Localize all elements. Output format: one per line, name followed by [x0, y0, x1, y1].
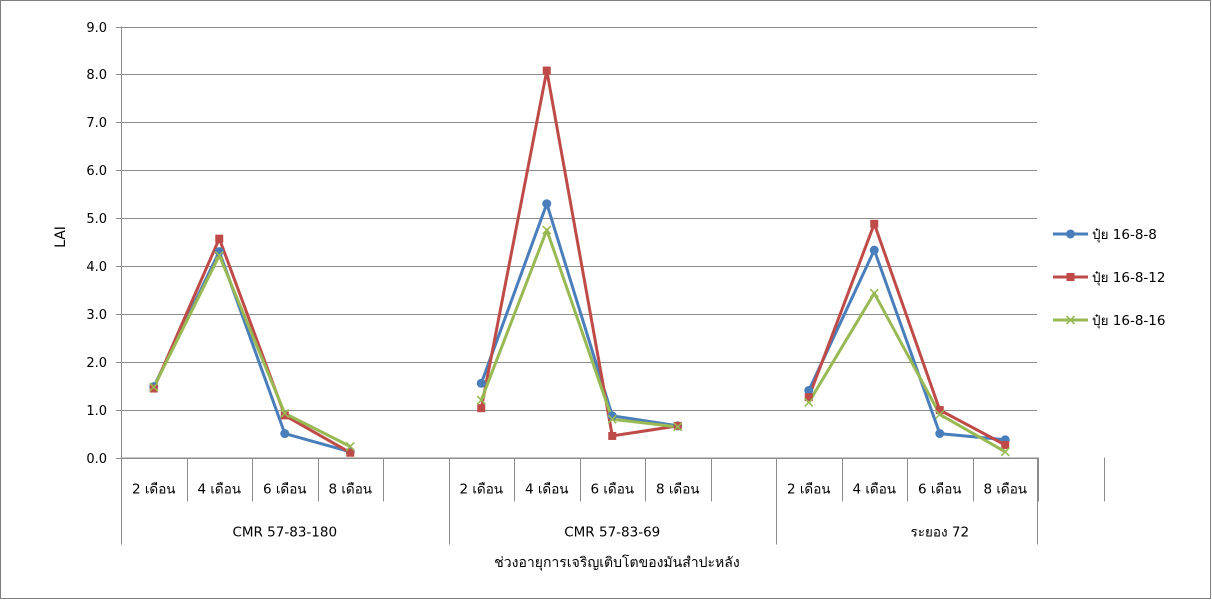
legend-label: ปุ๋ย 16-8-16 [1092, 313, 1165, 329]
data-point-stroke [214, 250, 224, 260]
data-point [346, 448, 355, 457]
data-point-stroke [1065, 315, 1076, 325]
y-tick-label: 6.0 [86, 164, 107, 179]
y-tick-label: 2.0 [86, 356, 107, 371]
series-line [479, 228, 678, 429]
data-point-stroke [1000, 447, 1010, 457]
y-tick-label: 3.0 [86, 308, 107, 323]
category-label: 6 เดือน [918, 482, 962, 498]
y-tick-label: 9.0 [86, 21, 107, 36]
data-point [477, 404, 486, 413]
data-point [1066, 229, 1075, 239]
data-point [542, 66, 551, 75]
category-label: 8 เดือน [656, 482, 700, 498]
data-point [542, 225, 552, 235]
data-point [280, 408, 290, 419]
x-axis-label: ช่วงอายุการเจริญเติบโตของมันสำปะหลัง [494, 554, 739, 571]
category-label: 2 เดือน [787, 482, 831, 498]
data-point [673, 422, 683, 432]
category-label: 4 เดือน [852, 482, 896, 498]
series-line [807, 291, 1007, 454]
y-tick-label: 8.0 [86, 68, 107, 83]
category-label: 2 เดือน [132, 482, 176, 498]
data-point [804, 393, 813, 402]
category-label: 8 เดือน [328, 482, 372, 498]
data-point-stroke [476, 395, 486, 405]
data-point [214, 250, 224, 260]
data-point-stroke [804, 397, 814, 407]
data-point [345, 441, 355, 452]
category-label: 8 เดือน [983, 482, 1027, 498]
series-lines [152, 69, 1007, 455]
group-label: CMR 57-83-69 [564, 525, 660, 541]
series-line [807, 222, 1007, 447]
data-point-stroke [673, 422, 683, 432]
data-point [1001, 441, 1010, 450]
data-point-stroke [542, 225, 552, 235]
series-line [152, 237, 352, 455]
data-point [1065, 315, 1076, 325]
data-point [215, 234, 224, 243]
y-tick-label: 5.0 [86, 212, 107, 227]
data-point [870, 219, 879, 228]
data-point-stroke [935, 409, 945, 419]
data-point [935, 409, 945, 419]
x-axis: 2 เดือน 4 เดือน 6 เดือน 8 เดือน CMR 57-83-18… [121, 457, 1105, 545]
data-point-stroke [280, 408, 290, 419]
category-label: 6 เดือน [590, 482, 634, 498]
series-line [807, 248, 1006, 442]
legend-label: ปุ๋ย 16-8-12 [1092, 270, 1165, 286]
data-point [935, 429, 945, 439]
y-axis-label: LAI [53, 226, 69, 248]
data-point [608, 431, 617, 440]
data-point [804, 397, 814, 407]
data-point [149, 382, 159, 392]
category-label: 4 เดือน [525, 482, 569, 498]
data-point [149, 384, 158, 393]
series-line [479, 202, 679, 428]
legend-label: ปุ๋ย 16-8-8 [1092, 227, 1157, 243]
group-label: CMR 57-83-180 [232, 525, 337, 541]
data-point [1000, 447, 1010, 457]
category-label: 6 เดือน [263, 482, 307, 498]
data-point-stroke [869, 288, 879, 298]
series-line [152, 253, 351, 448]
data-point [476, 395, 486, 405]
gridlines [121, 26, 1037, 459]
data-point [1066, 273, 1075, 281]
data-point [476, 378, 486, 388]
data-point [607, 414, 617, 424]
legend: ปุ๋ย 16-8-8 ปุ๋ย 16-8-12 ปุ๋ย 16-8-16 [1053, 227, 1165, 329]
y-tick-label: 1.0 [86, 404, 107, 419]
group-label: ระยอง 72 [910, 525, 969, 541]
data-point-stroke [149, 382, 159, 392]
data-point [542, 199, 552, 209]
series-line [152, 250, 351, 454]
y-axis-ticks: 0.0 1.0 2.0 3.0 4.0 5.0 6.0 7.0 8.0 9.0 [86, 21, 121, 467]
data-point [280, 429, 290, 439]
y-tick-label: 4.0 [86, 260, 107, 275]
data-point-stroke [345, 441, 355, 452]
data-point [869, 288, 879, 298]
y-tick-label: 7.0 [86, 116, 107, 131]
data-point [869, 245, 879, 255]
category-label: 4 เดือน [197, 482, 241, 498]
data-point [935, 406, 944, 415]
data-point-stroke [607, 414, 617, 424]
y-tick-label: 0.0 [86, 452, 107, 467]
series-markers [149, 66, 1010, 457]
data-point [280, 411, 289, 420]
category-label: 2 เดือน [459, 482, 503, 498]
series-line [479, 69, 679, 438]
